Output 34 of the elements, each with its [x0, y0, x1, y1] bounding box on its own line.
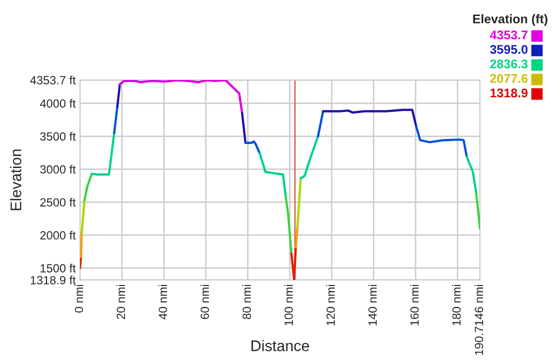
- x-tick-label: 100 nmi: [284, 284, 293, 326]
- y-tick-label: 4353.7 ft: [30, 76, 76, 84]
- line-series: [415, 125, 468, 158]
- y-axis-title: Elevation: [10, 150, 22, 210]
- x-tick-label: 140 nmi: [368, 284, 377, 326]
- color-bar-label: 2836.3: [490, 60, 528, 68]
- x-tick-label: 80 nmi: [242, 284, 251, 320]
- line-series: [244, 140, 261, 155]
- y-tick-label: 2500 ft: [40, 198, 76, 207]
- line-series: [258, 152, 287, 198]
- y-tick-label: 4000 ft: [40, 99, 76, 108]
- color-bar-label: 4353.7: [490, 30, 528, 40]
- x-tick-label: 180 nmi: [452, 284, 461, 326]
- x-tick-label: 160 nmi: [410, 284, 419, 326]
- x-tick-label: 0 nmi: [74, 284, 84, 313]
- color-bar-label: 1318.9: [490, 88, 528, 98]
- line-series: [300, 135, 320, 180]
- color-bar-label: 3595.0: [490, 45, 528, 54]
- y-tick-label: 1318.9 ft: [30, 276, 76, 284]
- x-tick-label: 60 nmi: [200, 284, 210, 319]
- line-series: [90, 132, 116, 176]
- x-tick-label: 120 nmi: [326, 284, 335, 326]
- x-tick-label: 20 nmi: [116, 284, 126, 320]
- x-tick-label: 40 nmi: [158, 284, 168, 320]
- x-axis-title: Distance: [252, 340, 310, 352]
- line-series: [118, 80, 244, 114]
- y-tick-label: 3000 ft: [40, 164, 76, 174]
- y-tick-label: 2000 ft: [40, 230, 76, 240]
- x-tick-label: 190.7146 nmi: [474, 284, 484, 355]
- line-series: [322, 108, 418, 128]
- color-bar-label: 2077.6: [490, 74, 528, 83]
- color-bar-title: Elevation (ft): [473, 14, 548, 26]
- y-tick-label: 3500 ft: [40, 132, 76, 141]
- y-tick-label: 1500 ft: [40, 264, 76, 272]
